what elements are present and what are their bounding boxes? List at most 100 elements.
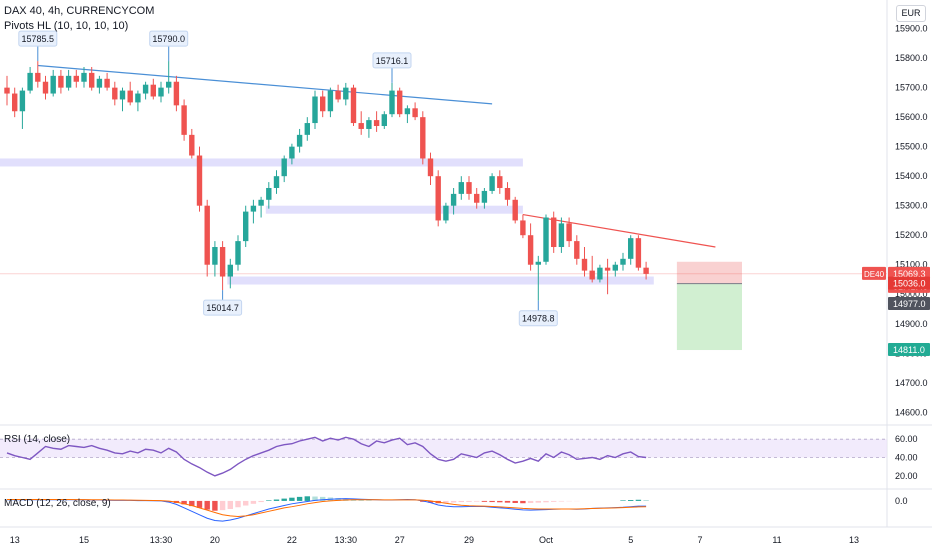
candle-body bbox=[320, 96, 326, 112]
macd-histogram-bar bbox=[358, 499, 364, 501]
candle-body bbox=[412, 108, 418, 118]
candle-body bbox=[181, 105, 187, 135]
x-tick-label: 29 bbox=[464, 535, 474, 545]
candle bbox=[535, 255, 541, 301]
y-tick-label: 15500.0 bbox=[895, 142, 928, 152]
candle-body bbox=[212, 247, 218, 265]
macd-histogram-bar bbox=[458, 500, 464, 503]
macd-histogram-bar bbox=[296, 496, 303, 501]
last-price-value: 15069.3 bbox=[893, 269, 926, 279]
candle bbox=[96, 75, 103, 94]
candle bbox=[604, 258, 611, 295]
candle-body bbox=[273, 176, 280, 188]
candle-body bbox=[474, 193, 480, 203]
rsi-tick-label: 40.00 bbox=[895, 453, 918, 463]
candle bbox=[589, 255, 595, 283]
macd-histogram-bar bbox=[527, 500, 534, 503]
y-tick-label: 15100.0 bbox=[895, 260, 928, 270]
macd-histogram-bar bbox=[474, 500, 480, 502]
rsi-label[interactable]: RSI (14, close) bbox=[4, 434, 71, 445]
entry-value: 15036.0 bbox=[893, 279, 926, 289]
macd-histogram-bar bbox=[450, 500, 457, 503]
y-tick-label: 15300.0 bbox=[895, 201, 928, 211]
candle-body bbox=[450, 193, 457, 206]
entry-tag bbox=[888, 276, 930, 290]
candle-body bbox=[112, 87, 118, 100]
candle bbox=[243, 205, 249, 248]
macd-histogram-bar bbox=[196, 500, 203, 508]
candle bbox=[142, 81, 149, 100]
candle bbox=[389, 82, 395, 118]
macd-histogram-bar bbox=[628, 500, 634, 501]
candle-body bbox=[427, 158, 434, 177]
sr-zone bbox=[227, 276, 654, 285]
candle bbox=[19, 87, 26, 129]
candle-body bbox=[366, 120, 372, 129]
candle bbox=[366, 117, 372, 138]
macd-histogram-bar bbox=[189, 500, 195, 507]
candle bbox=[58, 69, 64, 94]
macd-histogram-bar bbox=[312, 496, 318, 501]
candle bbox=[620, 252, 626, 271]
chart-title: DAX 40, 4h, CURRENCYCOM bbox=[4, 5, 155, 17]
candle bbox=[227, 258, 233, 289]
candle-body bbox=[150, 84, 156, 97]
candle-body bbox=[443, 205, 449, 221]
candle bbox=[512, 196, 518, 224]
x-tick-label: 5 bbox=[628, 535, 633, 545]
candle-body bbox=[628, 238, 634, 259]
pivot-label: 15716.1 bbox=[376, 56, 409, 66]
symbol-tag-label: DE40 bbox=[864, 270, 885, 279]
candle bbox=[112, 81, 118, 106]
candle bbox=[481, 187, 488, 209]
candle bbox=[119, 87, 126, 112]
candle bbox=[643, 261, 649, 280]
candle bbox=[504, 182, 511, 206]
candle-body bbox=[635, 238, 642, 268]
candle-body bbox=[127, 90, 133, 103]
y-tick-label: 15800.0 bbox=[895, 53, 928, 63]
candle-body bbox=[4, 87, 10, 94]
candle-body bbox=[481, 190, 488, 203]
candle-body bbox=[589, 270, 595, 280]
candle bbox=[566, 217, 572, 248]
candle-body bbox=[466, 182, 472, 194]
candle bbox=[320, 90, 326, 118]
candle bbox=[350, 84, 357, 127]
currency-button[interactable]: EUR bbox=[896, 5, 926, 22]
candle-body bbox=[435, 176, 441, 221]
x-tick-label: 11 bbox=[772, 535, 781, 545]
candle-body bbox=[73, 75, 79, 82]
macd-label[interactable]: MACD (12, 26, close, 9) bbox=[4, 498, 111, 509]
candle bbox=[27, 66, 33, 94]
macd-histogram-bar bbox=[243, 500, 249, 506]
candle bbox=[581, 247, 588, 277]
candle bbox=[127, 81, 133, 106]
candle-body bbox=[312, 96, 318, 124]
macd-histogram-bar bbox=[258, 500, 264, 503]
candle-body bbox=[581, 258, 588, 271]
candle-body bbox=[258, 199, 264, 206]
x-tick-label: 13 bbox=[849, 535, 859, 545]
candle bbox=[335, 84, 341, 103]
candle bbox=[373, 111, 380, 132]
candle-body bbox=[527, 235, 534, 265]
candle-body bbox=[381, 114, 387, 127]
pivot-label-box bbox=[518, 310, 558, 327]
candle-body bbox=[551, 217, 557, 248]
candle-body bbox=[358, 123, 364, 129]
candle bbox=[427, 152, 434, 186]
pivots-indicator-label[interactable]: Pivots HL (10, 10, 10, 10) bbox=[4, 20, 129, 32]
macd-histogram-bar bbox=[266, 500, 272, 501]
macd-histogram-bar bbox=[481, 500, 488, 502]
candle bbox=[312, 90, 318, 129]
candle-body bbox=[343, 87, 349, 100]
candle bbox=[628, 235, 634, 265]
x-tick-label: 13:30 bbox=[150, 535, 173, 545]
candle bbox=[250, 199, 257, 224]
candle bbox=[551, 211, 557, 253]
take-profit-zone bbox=[676, 283, 742, 351]
candle-body bbox=[574, 241, 580, 259]
candle-body bbox=[535, 261, 541, 265]
